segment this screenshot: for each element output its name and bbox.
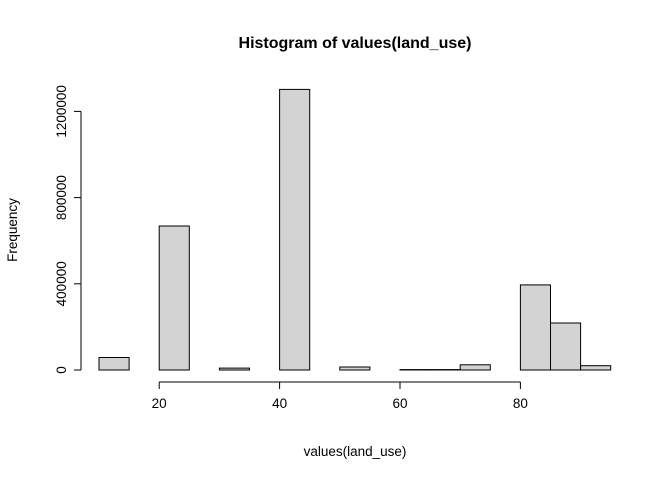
y-tick-label: 400000: [54, 261, 69, 306]
x-axis: 20 40 60 80: [152, 381, 528, 411]
y-axis: 0 400000 800000 1200000: [54, 85, 82, 374]
histogram-bar: [218, 367, 250, 371]
histogram-bar: [158, 225, 190, 371]
x-tick-label: 40: [272, 396, 287, 411]
x-tick-label: 60: [392, 396, 407, 411]
histogram-bar: [279, 88, 311, 371]
histogram-bar: [339, 366, 371, 371]
x-tick-label: 20: [152, 396, 167, 411]
x-tick-label: 80: [513, 396, 528, 411]
histogram-bar: [580, 365, 612, 371]
x-axis-label: values(land_use): [304, 444, 407, 459]
histogram-bar: [98, 357, 130, 371]
y-axis-label: Frequency: [5, 198, 20, 262]
chart-title: Histogram of values(land_use): [239, 35, 472, 52]
bars-group: [98, 88, 612, 371]
y-tick-label: 1200000: [54, 85, 69, 138]
histogram-bar: [459, 364, 491, 371]
histogram-bar: [519, 284, 552, 371]
y-tick-label: 0: [54, 366, 69, 374]
y-tick-label: 800000: [54, 175, 69, 220]
histogram-bar: [550, 322, 582, 371]
